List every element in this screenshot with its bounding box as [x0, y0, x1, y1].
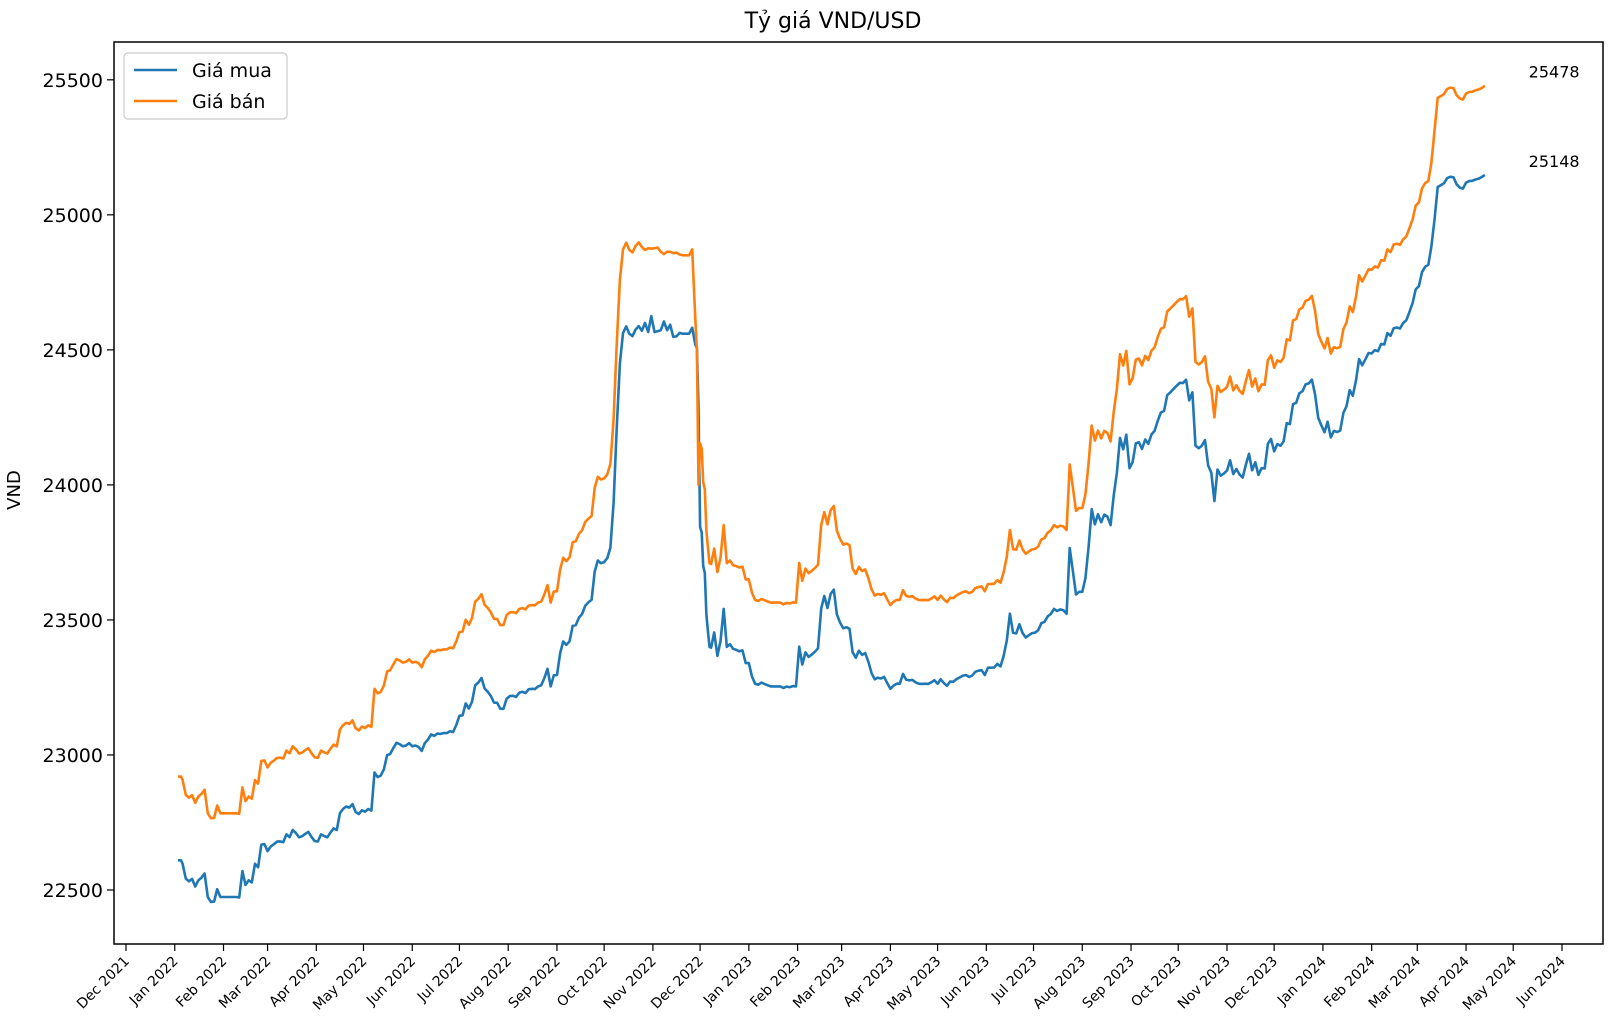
- y-tick-label: 25000: [43, 205, 103, 227]
- y-tick-label: 23000: [43, 745, 103, 767]
- series-line-gia-mua: [177, 173, 1486, 904]
- y-tick-label: 24500: [43, 340, 103, 362]
- y-axis-label: VND: [4, 470, 25, 510]
- legend-entry: Giá bán: [192, 91, 265, 113]
- y-tick-label: 25500: [43, 70, 103, 92]
- legend-entry: Giá mua: [192, 60, 272, 82]
- axes-frame: [113, 41, 1604, 945]
- y-tick-label: 24000: [43, 475, 103, 497]
- chart-title: Tỷ giá VND/USD: [744, 9, 922, 34]
- series-line-gia-ban: [177, 84, 1486, 820]
- y-tick-label: 23500: [43, 610, 103, 632]
- y-tick-label: 22500: [43, 880, 103, 902]
- end-value-label: 25148: [1529, 152, 1580, 171]
- legend: Giá mua Giá bán: [123, 52, 288, 120]
- end-value-label: 25478: [1529, 63, 1580, 82]
